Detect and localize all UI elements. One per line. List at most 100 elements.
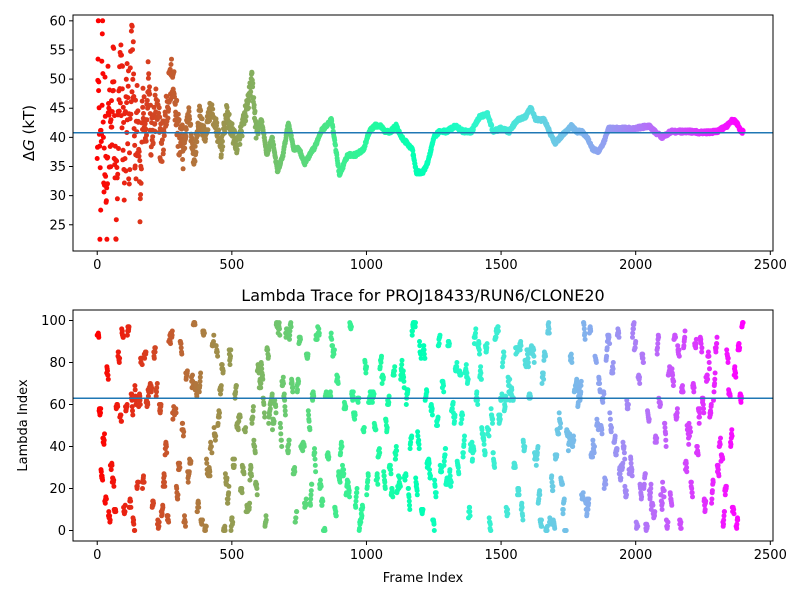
lambda-point	[169, 328, 175, 334]
lambda-point	[403, 473, 409, 479]
lambda-point	[159, 511, 165, 517]
lambda-point	[231, 462, 237, 468]
delta-g-point	[122, 156, 128, 162]
lambda-point	[388, 467, 394, 473]
lambda-point	[407, 502, 412, 508]
lambda-point	[429, 406, 435, 412]
lambda-point	[287, 328, 293, 334]
lambda-point	[406, 486, 411, 491]
lambda-point	[248, 465, 254, 470]
lambda-point	[669, 366, 675, 372]
lambda-point	[211, 339, 216, 344]
x-tick-label: 2000	[619, 548, 652, 563]
lambda-point	[584, 511, 590, 517]
lambda-point	[102, 500, 108, 506]
lambda-point	[198, 370, 204, 376]
lambda-point	[194, 393, 200, 399]
lambda-point	[711, 389, 717, 395]
lambda-point	[216, 414, 222, 420]
delta-g-point	[129, 23, 135, 29]
lambda-point	[486, 515, 492, 521]
lambda-point	[519, 500, 525, 506]
lambda-point	[661, 494, 667, 500]
delta-g-point	[97, 143, 103, 149]
lambda-point	[520, 439, 526, 445]
delta-g-point	[147, 84, 152, 90]
lambda-point	[137, 397, 143, 403]
x-tick-label: 1500	[485, 258, 518, 273]
lambda-point	[417, 343, 423, 349]
lambda-point	[486, 427, 492, 433]
delta-g-point	[99, 31, 105, 37]
lambda-point	[232, 456, 237, 462]
lambda-point	[282, 404, 288, 410]
lambda-point	[128, 498, 134, 504]
delta-g-point	[100, 18, 106, 24]
lambda-point	[333, 509, 339, 515]
delta-g-point	[150, 134, 156, 140]
lambda-point	[712, 376, 718, 382]
delta-g-point	[121, 180, 127, 186]
delta-g-point	[102, 74, 108, 80]
delta-g-point	[131, 133, 137, 139]
delta-g-point	[95, 56, 101, 62]
delta-g-point	[156, 110, 162, 116]
lambda-point	[477, 351, 482, 357]
lambda-point	[160, 504, 166, 510]
lambda-point	[190, 372, 195, 378]
lambda-point	[622, 483, 628, 489]
lambda-point	[196, 500, 201, 506]
lambda-point	[199, 521, 205, 527]
lambda-points	[94, 320, 746, 533]
lambda-point	[432, 483, 438, 489]
lambda-point	[456, 471, 462, 477]
x-tick-label: 500	[219, 548, 244, 563]
lambda-point	[266, 353, 271, 359]
lambda-point	[381, 473, 387, 479]
lambda-point	[119, 328, 125, 334]
lambda-x-ticks: 0 500 1000 1500 2000 2500	[93, 541, 787, 563]
lambda-point	[407, 446, 413, 452]
lambda-point	[107, 517, 113, 523]
delta-g-point	[103, 198, 109, 204]
lambda-point	[478, 370, 484, 376]
lambda-point	[601, 486, 607, 491]
delta-g-point	[251, 102, 257, 108]
lambda-point	[625, 402, 631, 407]
lambda-point	[578, 378, 584, 384]
lambda-point	[609, 425, 614, 431]
lambda-point	[236, 418, 242, 424]
delta-g-point	[243, 114, 249, 119]
lambda-point	[723, 483, 729, 489]
lambda-point	[629, 467, 635, 473]
lambda-point	[539, 523, 545, 529]
lambda-point	[363, 370, 369, 376]
lambda-point	[616, 330, 622, 336]
lambda-point	[251, 437, 257, 443]
lambda-point	[391, 372, 397, 378]
lambda-point	[499, 391, 505, 397]
lambda-point	[204, 456, 209, 462]
delta-g-point	[270, 135, 275, 141]
lambda-point	[607, 416, 613, 422]
lambda-point	[156, 519, 162, 525]
lambda-point	[648, 481, 654, 487]
lambda-point	[414, 492, 420, 498]
lambda-point	[659, 500, 665, 506]
lambda-point	[269, 391, 275, 397]
lambda-point	[130, 408, 135, 414]
lambda-point	[582, 336, 588, 342]
delta-g-point	[145, 59, 151, 65]
lambda-point	[294, 509, 300, 515]
lambda-point	[656, 334, 662, 340]
delta-g-point	[120, 147, 126, 153]
delta-g-point	[101, 189, 107, 195]
lambda-point	[689, 490, 695, 496]
delta-g-point	[121, 120, 127, 125]
lambda-point	[631, 320, 637, 326]
delta-g-point	[103, 173, 109, 179]
lambda-point	[662, 420, 668, 426]
lambda-point	[161, 473, 167, 479]
lambda-point	[516, 492, 522, 498]
lambda-point	[107, 513, 113, 519]
